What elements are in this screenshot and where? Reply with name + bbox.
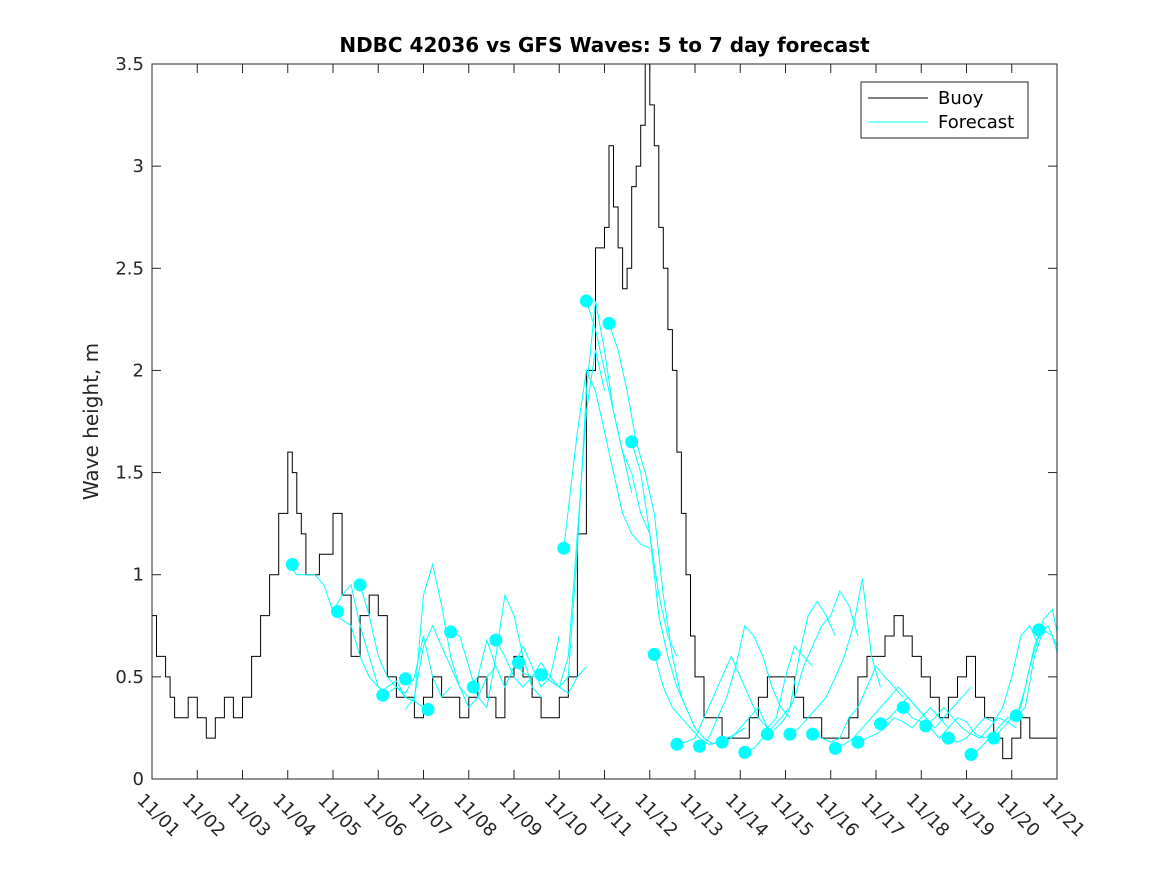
forecast-marker xyxy=(557,541,571,555)
forecast-series-line xyxy=(812,665,904,743)
x-tick-label: 11/15 xyxy=(766,790,818,842)
forecast-marker xyxy=(602,316,616,330)
forecast-marker xyxy=(874,717,887,731)
x-tick-label: 11/06 xyxy=(359,790,411,842)
y-tick-label: 1.5 xyxy=(115,463,144,484)
legend-forecast-label: Forecast xyxy=(938,112,1014,133)
x-tick-label: 11/11 xyxy=(585,790,637,842)
x-tick-label: 11/20 xyxy=(992,790,1044,842)
forecast-series-line xyxy=(880,686,972,729)
y-axis-label: Wave height, m xyxy=(79,343,103,500)
forecast-marker xyxy=(1032,623,1046,637)
forecast-series-line xyxy=(495,639,587,694)
forecast-marker xyxy=(398,672,412,686)
y-tick-label: 3 xyxy=(133,156,144,177)
y-tick-label: 0 xyxy=(133,769,144,790)
series-layer xyxy=(152,63,1058,760)
x-tick-label: 11/12 xyxy=(630,790,682,842)
x-tick-label: 11/18 xyxy=(902,790,954,842)
plot-area xyxy=(152,64,1057,779)
forecast-series-line xyxy=(653,654,746,745)
forecast-marker xyxy=(534,668,548,682)
legend-box xyxy=(860,81,1029,139)
forecast-marker xyxy=(579,294,593,308)
forecast-series-line xyxy=(902,707,994,739)
forecast-marker xyxy=(964,748,978,761)
buoy-series-line xyxy=(152,63,1057,760)
y-tick-label: 3.5 xyxy=(115,54,144,75)
x-tick-label: 11/19 xyxy=(947,790,999,842)
x-tick-label: 11/03 xyxy=(223,790,275,842)
forecast-marker xyxy=(670,737,684,751)
x-tick-label: 11/21 xyxy=(1037,790,1089,842)
forecast-series-line xyxy=(767,589,859,735)
forecast-marker xyxy=(285,558,299,571)
forecast-series-line xyxy=(585,300,678,657)
forecast-marker-layer xyxy=(285,294,1046,761)
forecast-marker xyxy=(444,625,458,639)
forecast-marker xyxy=(806,727,820,741)
forecast-series-line xyxy=(676,655,768,745)
forecast-marker xyxy=(738,745,752,759)
forecast-marker xyxy=(987,731,1001,745)
forecast-series-line xyxy=(857,706,949,743)
forecast-marker xyxy=(851,735,865,749)
forecast-marker xyxy=(466,680,480,694)
y-tick-label: 0.5 xyxy=(115,667,144,688)
forecast-marker xyxy=(376,688,390,702)
x-tick-label: 11/16 xyxy=(811,790,863,842)
y-tick-label: 2 xyxy=(133,360,144,381)
x-tick-label: 11/09 xyxy=(494,790,546,842)
forecast-series-line xyxy=(359,584,451,699)
forecast-marker xyxy=(941,731,955,745)
forecast-marker xyxy=(353,578,367,592)
forecast-series-line xyxy=(789,578,881,735)
forecast-series-line xyxy=(993,624,1058,739)
y-tick-label: 2.5 xyxy=(115,258,144,279)
x-tick-label: 11/07 xyxy=(404,790,456,842)
x-tick-label: 11/05 xyxy=(313,790,365,842)
x-tick-label: 11/01 xyxy=(132,790,184,842)
forecast-series-line xyxy=(1015,629,1058,717)
forecast-series-line xyxy=(450,593,542,709)
forecast-series-line xyxy=(699,624,791,747)
forecast-series-line xyxy=(563,368,651,549)
forecast-series-line xyxy=(948,624,1040,743)
forecast-marker xyxy=(715,735,729,749)
forecast-series-line xyxy=(925,706,1017,739)
forecast-marker xyxy=(421,703,435,716)
forecast-marker xyxy=(896,701,910,714)
legend-buoy-label: Buoy xyxy=(938,88,984,109)
x-tick-label: 11/04 xyxy=(268,790,320,842)
forecast-marker xyxy=(828,741,842,755)
y-tick-label: 1 xyxy=(133,565,144,586)
x-tick-label: 11/17 xyxy=(856,790,908,842)
forecast-marker xyxy=(512,656,525,670)
x-tick-label: 11/14 xyxy=(721,790,773,842)
x-tick-label: 11/02 xyxy=(178,790,230,842)
chart-title: NDBC 42036 vs GFS Waves: 5 to 7 day fore… xyxy=(339,33,870,57)
forecast-series-line xyxy=(378,562,470,703)
x-tick-label: 11/10 xyxy=(540,790,592,842)
legend: Buoy Forecast xyxy=(860,81,1029,139)
x-tick-label: 11/08 xyxy=(449,790,501,842)
x-tick-label: 11/13 xyxy=(675,790,727,842)
forecast-marker xyxy=(1009,709,1023,723)
forecast-marker xyxy=(489,633,503,647)
forecast-marker xyxy=(647,647,661,661)
forecast-marker xyxy=(760,727,774,741)
forecast-marker xyxy=(331,605,344,618)
forecast-series-line xyxy=(404,624,497,710)
forecast-marker xyxy=(625,435,639,449)
forecast-marker xyxy=(919,719,933,733)
forecast-marker xyxy=(783,727,797,741)
forecast-marker xyxy=(693,739,706,753)
